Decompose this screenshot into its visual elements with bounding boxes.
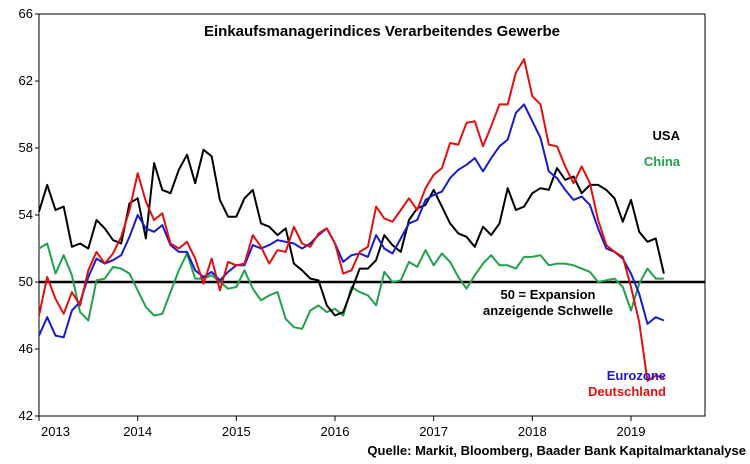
series-line-eurozone — [38, 103, 665, 339]
y-tick-label: 46 — [19, 341, 33, 356]
threshold-label-line1: 50 = Expansion — [500, 287, 595, 302]
x-tick-label: 2016 — [321, 424, 350, 439]
series-lines — [38, 58, 665, 382]
x-axis: 2013 2014 2015 2016 2017 2018 2019 — [38, 416, 646, 439]
y-tick-label: 62 — [19, 73, 33, 88]
threshold-label-line2: anzeigende Schwelle — [483, 303, 613, 318]
chart-title: Einkaufsmanagerindices Verarbeitendes Ge… — [204, 23, 560, 40]
x-tick-label: 2013 — [41, 424, 70, 439]
y-tick-label: 66 — [19, 6, 33, 21]
y-tick-label: 58 — [19, 140, 33, 155]
y-tick-label: 42 — [19, 408, 33, 423]
legend-label-usa: USA — [653, 128, 681, 143]
legend-label-deutschland: Deutschland — [588, 384, 666, 399]
legend-label-eurozone: Eurozone — [607, 368, 666, 383]
y-tick-label: 50 — [19, 274, 33, 289]
x-tick-label: 2014 — [123, 424, 152, 439]
y-axis: 42 46 50 54 58 62 66 — [19, 6, 39, 423]
source-note: Quelle: Markit, Bloomberg, Baader Bank K… — [367, 443, 746, 458]
legend-label-china: China — [644, 154, 681, 169]
x-tick-label: 2017 — [419, 424, 448, 439]
plot-area — [38, 13, 706, 417]
series-line-china — [38, 242, 664, 330]
x-tick-label: 2019 — [617, 424, 646, 439]
series-line-deutschland — [38, 58, 665, 382]
x-tick-label: 2018 — [518, 424, 547, 439]
x-tick-label: 2015 — [222, 424, 251, 439]
y-tick-label: 54 — [19, 207, 33, 222]
